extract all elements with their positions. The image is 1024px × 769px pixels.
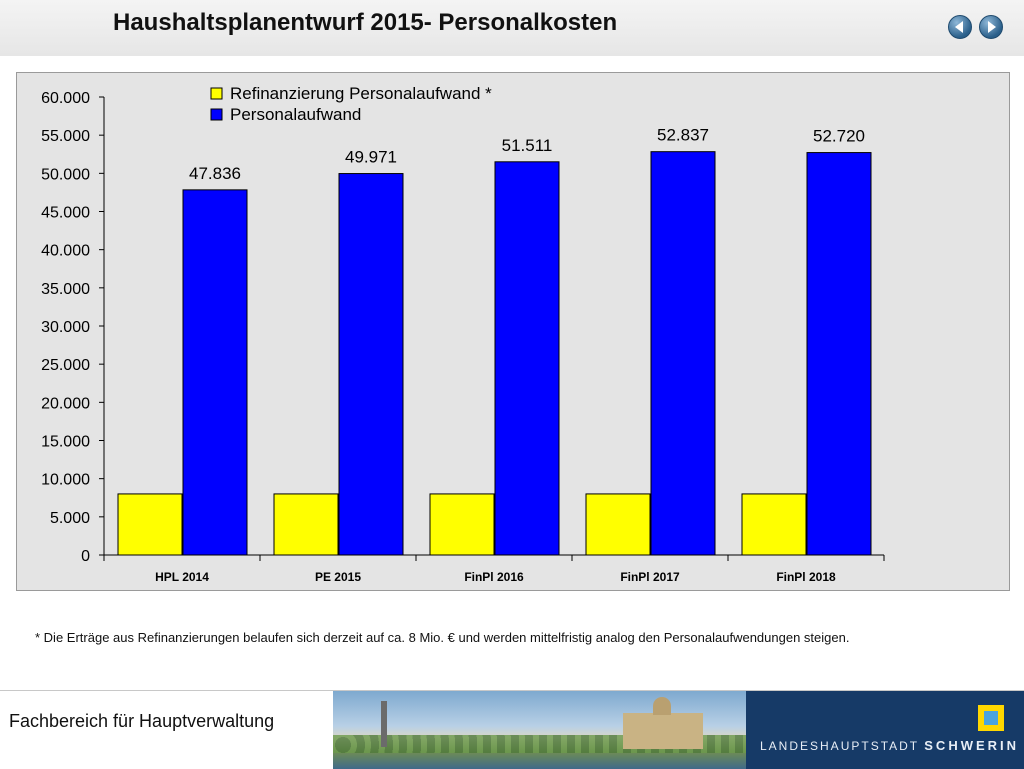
y-tick-label: 25.000 xyxy=(41,357,90,374)
back-button[interactable] xyxy=(948,15,972,39)
bar-refinanzierung xyxy=(429,493,495,556)
data-label: 52.720 xyxy=(813,127,865,146)
city-brand: LANDESHAUPTSTADT SCHWERIN xyxy=(746,691,1024,769)
legend-label: Personalaufwand xyxy=(230,105,361,124)
footer: Fachbereich für Hauptverwaltung LANDESHA… xyxy=(0,690,1024,769)
data-label: 52.837 xyxy=(657,126,709,145)
y-tick-label: 35.000 xyxy=(41,281,90,298)
brand-name: SCHWERIN xyxy=(924,738,1020,753)
data-label: 51.511 xyxy=(502,136,553,155)
bar-refinanzierung xyxy=(273,493,339,556)
data-label: 47.836 xyxy=(189,164,241,183)
arrow-left-icon xyxy=(955,21,963,33)
chart-area: 0 5.000 10.000 15.000 20.000 25.000 30.000 35.0… xyxy=(16,72,1010,591)
y-tick-label: 40.000 xyxy=(41,243,90,260)
department-label: Fachbereich für Hauptverwaltung xyxy=(9,711,275,731)
bar-personalaufwand xyxy=(806,152,872,556)
y-tick-label: 55.000 xyxy=(41,128,90,145)
y-tick-label: 50.000 xyxy=(41,166,90,183)
x-tick-label: FinPl 2018 xyxy=(776,570,836,584)
bar-chart: 0 5.000 10.000 15.000 20.000 25.000 30.000 35.0… xyxy=(41,84,885,584)
x-tick-label: FinPl 2017 xyxy=(620,570,680,584)
header-bar: Haushaltsplanentwurf 2015- Personalkoste… xyxy=(0,0,1024,56)
page-title: Haushaltsplanentwurf 2015- Personalkoste… xyxy=(113,9,618,36)
city-photo xyxy=(333,691,746,769)
brand-prefix: LANDESHAUPTSTADT xyxy=(760,739,919,753)
legend-swatch xyxy=(210,87,223,100)
photo-castle xyxy=(623,697,703,749)
city-logo-icon xyxy=(978,705,1004,731)
bar-personalaufwand xyxy=(338,173,404,556)
data-label: 49.971 xyxy=(345,148,397,167)
y-tick-label: 0 xyxy=(81,548,90,565)
y-tick-label: 15.000 xyxy=(41,434,90,451)
footnote: * Die Erträge aus Refinanzierungen belau… xyxy=(35,630,850,645)
y-tick-label: 10.000 xyxy=(41,472,90,489)
x-tick-label: FinPl 2016 xyxy=(464,570,524,584)
bar-refinanzierung xyxy=(117,493,183,556)
y-tick-label: 5.000 xyxy=(50,510,90,527)
legend-label: Refinanzierung Personalaufwand * xyxy=(230,84,492,103)
y-tick-label: 45.000 xyxy=(41,205,90,222)
bar-refinanzierung xyxy=(585,493,651,556)
y-tick-label: 30.000 xyxy=(41,319,90,336)
brand-text: LANDESHAUPTSTADT SCHWERIN xyxy=(760,738,1019,753)
forward-button[interactable] xyxy=(979,15,1003,39)
bar-refinanzierung xyxy=(741,493,807,556)
x-tick-label: PE 2015 xyxy=(315,570,361,584)
photo-spire xyxy=(381,701,387,747)
bar-personalaufwand xyxy=(494,161,560,556)
legend-swatch xyxy=(210,108,223,121)
arrow-right-icon xyxy=(988,21,996,33)
y-tick-label: 20.000 xyxy=(41,395,90,412)
y-tick-label: 60.000 xyxy=(41,90,90,107)
x-tick-label: HPL 2014 xyxy=(155,570,209,584)
bar-personalaufwand xyxy=(650,151,716,556)
bar-personalaufwand xyxy=(182,189,248,556)
